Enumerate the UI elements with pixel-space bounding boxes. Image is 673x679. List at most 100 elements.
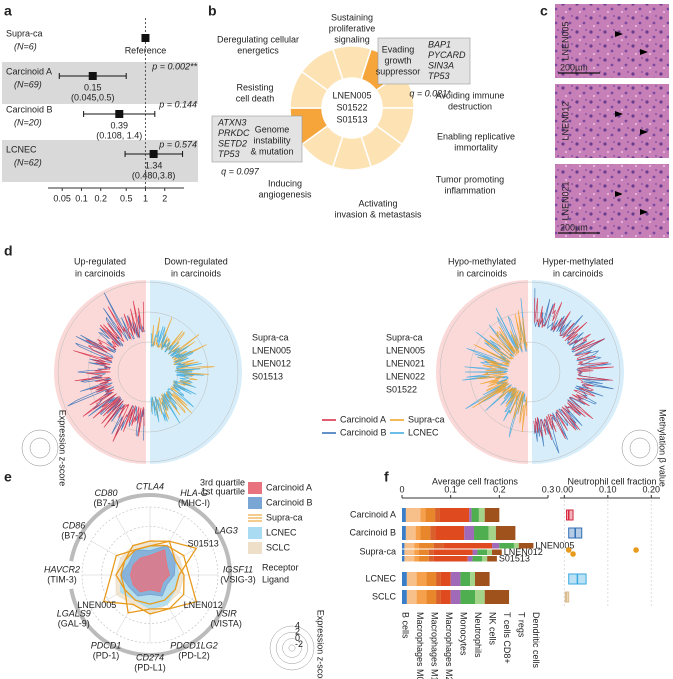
bar-segment (433, 549, 473, 555)
bar-segment (406, 572, 417, 586)
scale-tick: 4 (295, 620, 300, 630)
group-n: (N=69) (14, 79, 42, 89)
q-label: q = 0.021* (409, 88, 451, 98)
arrow (615, 191, 623, 197)
axis-alias: (MHC-I) (178, 498, 210, 508)
bar-segment (419, 543, 434, 549)
hallmark-label: Sustaining (331, 12, 373, 22)
ci-label: (0.045,0.5) (71, 92, 115, 102)
region-header: in carcinoids (75, 268, 126, 278)
axis-gene: CD274 (136, 652, 164, 662)
row-label: Supra-ca (359, 546, 396, 556)
region-header: Hypo-methylated (448, 256, 516, 266)
hallmark-label: immortality (454, 142, 498, 152)
x-tick-label: 2 (162, 193, 167, 203)
ring (117, 341, 179, 403)
axis-gene: LGALS9 (57, 608, 91, 618)
axis-gene: CD80 (94, 488, 117, 498)
bar-segment (428, 549, 434, 555)
bar-segment (426, 572, 437, 586)
cell-type-label: Macrophages M1 (430, 612, 440, 679)
arrow (615, 111, 623, 117)
omics-trace (462, 298, 528, 438)
scale-tick: 2 (295, 627, 300, 637)
panel-label: e (4, 469, 12, 485)
bar-segment (477, 549, 488, 555)
bar-segment (404, 556, 415, 562)
bar-segment (430, 526, 436, 540)
x-tick-label: 0.1 (444, 484, 457, 494)
hallmark-label: signaling (334, 34, 370, 44)
hr-point (141, 34, 150, 42)
cell-type-label: T regs (517, 612, 527, 638)
hallmark-label: Enabling replicative (437, 131, 515, 141)
p-label: p = 0.002** (151, 61, 197, 71)
bar-segment (470, 572, 475, 586)
bar-segment (440, 572, 451, 586)
p-label: p = 0.144 (158, 99, 197, 109)
row-label: SCLC (372, 591, 397, 601)
scale-label: 200µm (560, 222, 588, 232)
bar-segment (416, 572, 427, 586)
bar-segment (467, 556, 473, 562)
histology-image (555, 164, 669, 238)
bar-segment (416, 590, 427, 604)
bar-segment (471, 508, 479, 522)
cell-type-label: T cells CD8+ (502, 612, 512, 664)
bar-segment (402, 572, 407, 586)
sample-label: LNEN012 (184, 600, 223, 610)
bar-segment (402, 526, 406, 540)
axis-gene: LAG3 (215, 525, 238, 535)
scale-label: Expression z-score (58, 410, 68, 487)
x-tick-label: 0.5 (120, 193, 133, 203)
gene: PRKDC (218, 128, 250, 138)
hr-point (149, 150, 158, 158)
region-header: Hyper-methylated (542, 256, 613, 266)
role-label: Receptor (262, 562, 299, 572)
hallmark-label: cell death (236, 93, 275, 103)
sample-line (120, 544, 198, 614)
legend-label: Carcinoid B (340, 427, 387, 437)
hallmark-label: angiogenesis (258, 189, 312, 199)
sample-label: S01522 (386, 384, 417, 394)
x-tick-label: 0.2 (94, 193, 107, 203)
hr-label: 0.15 (84, 82, 102, 92)
gene: SETD2 (218, 138, 247, 148)
sample-label: LNEN012 (504, 547, 543, 557)
sample-label: LNEN021 (386, 358, 425, 368)
bar-segment (484, 508, 500, 522)
bar-segment (443, 543, 493, 549)
hallmark-label: Inducing (268, 178, 302, 188)
hallmark-label: Activating (358, 198, 397, 208)
bar-segment (499, 543, 514, 549)
legend-swatch (248, 482, 262, 494)
legend-label: Supra-ca (408, 414, 445, 424)
scale-ring (269, 625, 315, 671)
region-header: Down-regulated (164, 256, 228, 266)
sample-label: Supra-ca (252, 332, 289, 342)
callout-box (377, 37, 471, 85)
sample-label: S01513 (499, 553, 530, 563)
scale-label: 200µm (560, 62, 588, 72)
hallmark-label: instability (253, 135, 291, 145)
x-tick-label: 0.1 (75, 193, 88, 203)
callout-box (211, 115, 303, 163)
sample-label: S01513 (188, 539, 219, 549)
axis-alias: (VSIG-3) (220, 574, 256, 584)
hallmark-label: Tumor promoting (436, 174, 504, 184)
axis-gene: IGSF11 (223, 564, 253, 574)
axis-gene: CD86 (62, 520, 85, 530)
p-label: p = 0.574 (158, 139, 197, 149)
scale-tick: -2 (295, 639, 303, 649)
bar-segment (518, 543, 534, 549)
axis-gene: CTLA4 (136, 481, 164, 491)
arrow (615, 31, 623, 37)
hallmark-label: energetics (237, 45, 279, 55)
bar-segment (492, 543, 500, 549)
axis-alias: (TIM-3) (47, 574, 77, 584)
omics-trace (533, 288, 614, 454)
bar-segment (484, 590, 510, 604)
arrow (640, 129, 648, 135)
